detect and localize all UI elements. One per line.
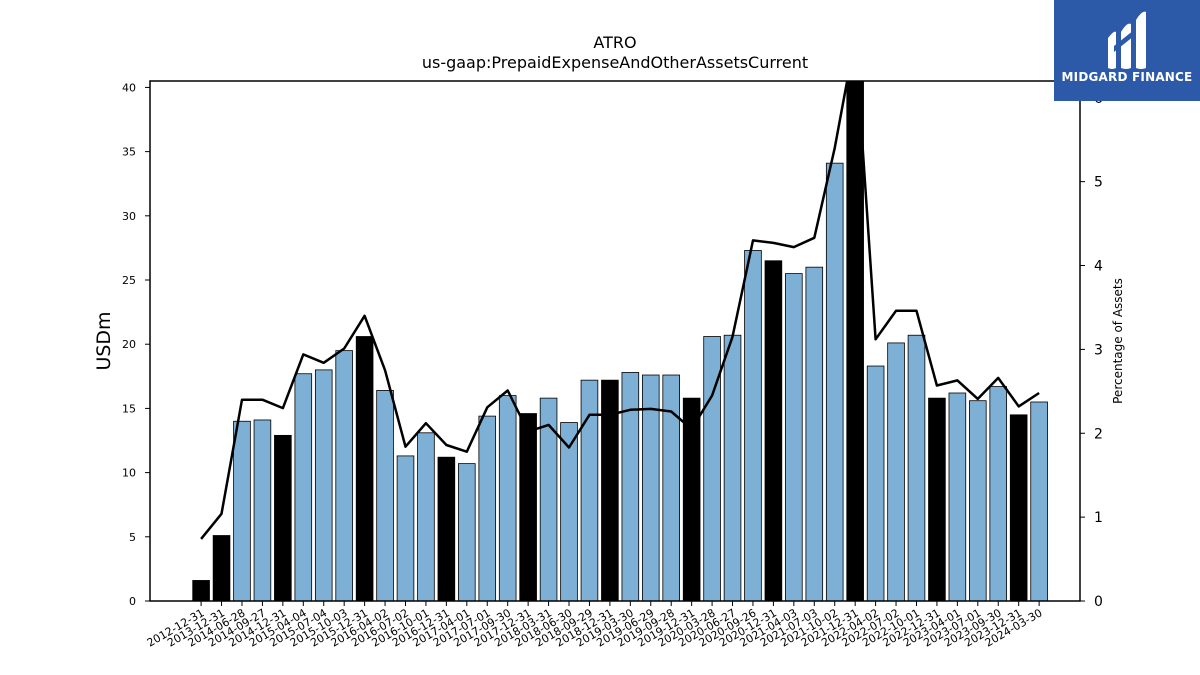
bar-2014-06-28 [233, 420, 251, 602]
y-tick-label: 20 [122, 338, 136, 351]
bar-2022-07-02 [887, 342, 905, 602]
bar-2012-12-31 [192, 580, 210, 602]
bar-2017-07-01 [478, 415, 497, 602]
bar-2021-04-03 [785, 273, 803, 602]
bar-2015-04-04 [294, 373, 313, 602]
y-tick-label: 5 [129, 531, 136, 544]
y-tick-label: 10 [122, 467, 136, 480]
bar-2020-06-27 [723, 334, 742, 602]
y2-tick-label: 0 [1094, 594, 1103, 610]
chart-title: ATRO [593, 33, 636, 52]
bar-2015-10-03 [335, 350, 353, 602]
y2-tick-label: 4 [1094, 259, 1103, 275]
y2-tick-label: 5 [1094, 175, 1103, 191]
bar-2021-07-03 [805, 266, 824, 602]
bar-2018-03-31 [539, 397, 558, 602]
bar-2013-12-31 [212, 535, 231, 602]
y-tick-label: 35 [122, 146, 136, 159]
plot-frame [149, 80, 1081, 602]
bar-2018-06-30 [560, 422, 578, 602]
bar-2022-04-02 [866, 365, 885, 602]
y2-tick-label: 2 [1094, 426, 1103, 442]
bar-2023-12-31 [1009, 414, 1028, 602]
bar-2017-09-30 [498, 395, 517, 602]
bar-2016-12-31 [437, 456, 456, 602]
bar-2020-12-31 [764, 260, 783, 602]
y-tick-label: 30 [122, 210, 136, 223]
bar-2023-07-01 [969, 400, 987, 602]
bar-2019-03-30 [621, 372, 640, 602]
bar-2017-12-31 [519, 413, 537, 602]
plot-area: 051015202530354001234562012-12-312013-12… [122, 80, 1103, 650]
bar-2023-09-30 [989, 386, 1008, 602]
bar-2016-07-02 [396, 455, 415, 602]
bar-2022-12-31 [928, 397, 946, 602]
bar-2014-12-31 [274, 434, 292, 602]
y-tick-label: 25 [122, 274, 136, 287]
y-axis-label: USDm [93, 311, 115, 370]
bar-2016-10-01 [417, 432, 435, 602]
bar-2014-09-27 [253, 419, 272, 602]
bar-2021-10-02 [825, 162, 844, 602]
bar-2015-07-04 [314, 369, 333, 602]
bar-2021-12-31 [846, 80, 864, 602]
bar-2017-04-01 [458, 463, 476, 602]
y-tick-label: 40 [122, 81, 136, 94]
bar-2020-09-26 [744, 250, 762, 602]
midgard-logo-icon [1108, 11, 1146, 70]
bar-2024-03-30 [1030, 401, 1048, 602]
bar-2019-09-28 [662, 374, 680, 602]
bar-2018-09-29 [580, 379, 599, 602]
bar-2015-12-31 [355, 336, 374, 602]
bar-2023-04-01 [948, 392, 967, 602]
y2-axis-label: Percentage of Assets [1111, 278, 1125, 404]
percentage-line [200, 81, 1040, 540]
bar-2016-04-02 [376, 390, 394, 602]
y-tick-label: 15 [122, 402, 136, 415]
bar-2022-10-01 [907, 334, 926, 602]
y2-tick-label: 3 [1094, 342, 1103, 358]
y-tick-label: 0 [129, 595, 136, 608]
logo-text: MIDGARD FINANCE [1061, 70, 1193, 84]
brand-logo: MIDGARD FINANCE [1054, 0, 1200, 101]
chart-subtitle: us-gaap:PrepaidExpenseAndOtherAssetsCurr… [422, 53, 808, 72]
y2-tick-label: 1 [1094, 510, 1103, 526]
